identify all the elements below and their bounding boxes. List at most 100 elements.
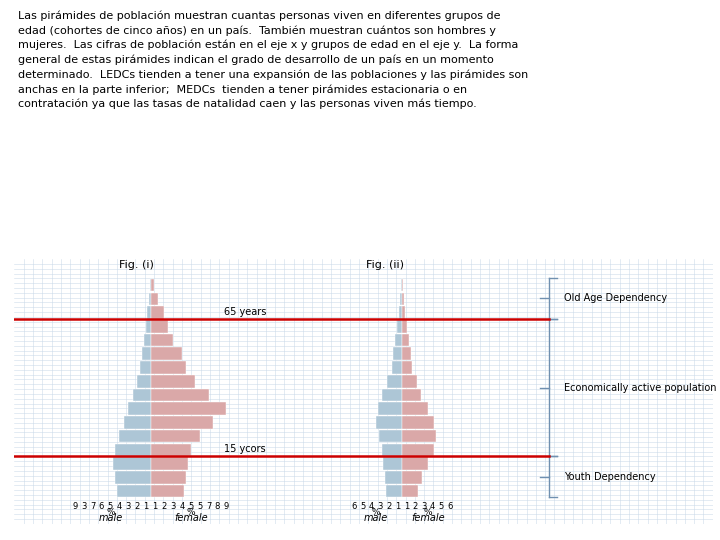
Text: 3: 3 (125, 502, 131, 511)
Bar (402, 306, 405, 319)
Bar (149, 293, 150, 305)
Text: Fig. (ii): Fig. (ii) (366, 260, 403, 271)
Bar (397, 320, 402, 333)
Bar (138, 375, 150, 388)
Text: 9: 9 (72, 502, 77, 511)
Bar (115, 471, 150, 484)
Text: %: % (186, 508, 195, 517)
Bar (402, 471, 423, 484)
Bar (150, 430, 199, 442)
Bar (132, 389, 150, 401)
Bar (402, 293, 404, 305)
Bar (147, 306, 150, 319)
Bar (150, 347, 182, 360)
Text: 6: 6 (351, 502, 356, 511)
Bar (115, 443, 150, 456)
Bar (379, 430, 402, 442)
Bar (400, 293, 402, 305)
Text: 3: 3 (170, 502, 176, 511)
Text: 5: 5 (197, 502, 202, 511)
Bar (392, 361, 402, 374)
Bar (124, 416, 150, 429)
Text: 3: 3 (421, 502, 426, 511)
Bar (382, 389, 402, 401)
Text: 4: 4 (430, 502, 435, 511)
Bar (150, 457, 188, 470)
Bar (395, 334, 402, 346)
Bar (399, 306, 402, 319)
Bar (402, 389, 420, 401)
Bar (146, 320, 150, 333)
Bar (150, 279, 154, 292)
Bar (150, 443, 191, 456)
Text: Las pirámides de población muestran cuantas personas viven en diferentes grupos : Las pirámides de población muestran cuan… (18, 10, 528, 110)
Bar (113, 457, 150, 470)
Text: 3: 3 (81, 502, 86, 511)
Bar (377, 402, 402, 415)
Bar (140, 361, 150, 374)
Bar (376, 416, 402, 429)
Text: 2: 2 (161, 502, 166, 511)
Bar (150, 334, 173, 346)
Bar (402, 347, 410, 360)
Text: Old Age Dependency: Old Age Dependency (564, 293, 667, 303)
Text: %: % (106, 508, 114, 517)
Text: 9: 9 (224, 502, 229, 511)
Text: 65 years: 65 years (224, 307, 266, 317)
Bar (128, 402, 150, 415)
Text: 4: 4 (369, 502, 374, 511)
Bar (150, 375, 195, 388)
Bar (402, 375, 417, 388)
Text: Economically active population: Economically active population (564, 382, 716, 393)
Bar (150, 306, 164, 319)
Text: male: male (364, 513, 388, 523)
Text: 5: 5 (360, 502, 365, 511)
Bar (150, 416, 213, 429)
Text: 5: 5 (438, 502, 444, 511)
Text: 7: 7 (90, 502, 95, 511)
Bar (383, 457, 402, 470)
Bar (402, 457, 428, 470)
Text: 1: 1 (404, 502, 409, 511)
Text: 5: 5 (188, 502, 194, 511)
Text: 6: 6 (447, 502, 453, 511)
Bar (402, 334, 409, 346)
Bar (117, 485, 150, 497)
Bar (150, 402, 227, 415)
Bar (120, 430, 150, 442)
Bar (387, 375, 402, 388)
Text: 8: 8 (215, 502, 220, 511)
Bar (384, 471, 402, 484)
Text: female: female (174, 513, 207, 523)
Text: 5: 5 (108, 502, 113, 511)
Text: female: female (411, 513, 445, 523)
Bar (150, 389, 209, 401)
Bar (150, 471, 186, 484)
Bar (402, 402, 428, 415)
Text: male: male (99, 513, 122, 523)
Bar (142, 347, 150, 360)
Text: 15 ycors: 15 ycors (224, 444, 266, 454)
Bar (402, 320, 407, 333)
Text: 7: 7 (206, 502, 211, 511)
Bar (402, 430, 436, 442)
Bar (150, 361, 186, 374)
Bar (402, 443, 434, 456)
Bar (402, 361, 413, 374)
Bar (150, 320, 168, 333)
Text: Fig. (i): Fig. (i) (120, 260, 154, 271)
Text: 4: 4 (179, 502, 184, 511)
Bar (150, 293, 158, 305)
Text: 1: 1 (153, 502, 158, 511)
Text: Youth Dependency: Youth Dependency (564, 472, 656, 482)
Bar (402, 416, 434, 429)
Bar (393, 347, 402, 360)
Text: 1: 1 (143, 502, 149, 511)
Text: 6: 6 (99, 502, 104, 511)
Text: 2: 2 (387, 502, 392, 511)
Bar (386, 485, 402, 497)
Text: 2: 2 (413, 502, 418, 511)
Text: %: % (424, 508, 433, 517)
Text: 2: 2 (135, 502, 140, 511)
Bar (402, 485, 418, 497)
